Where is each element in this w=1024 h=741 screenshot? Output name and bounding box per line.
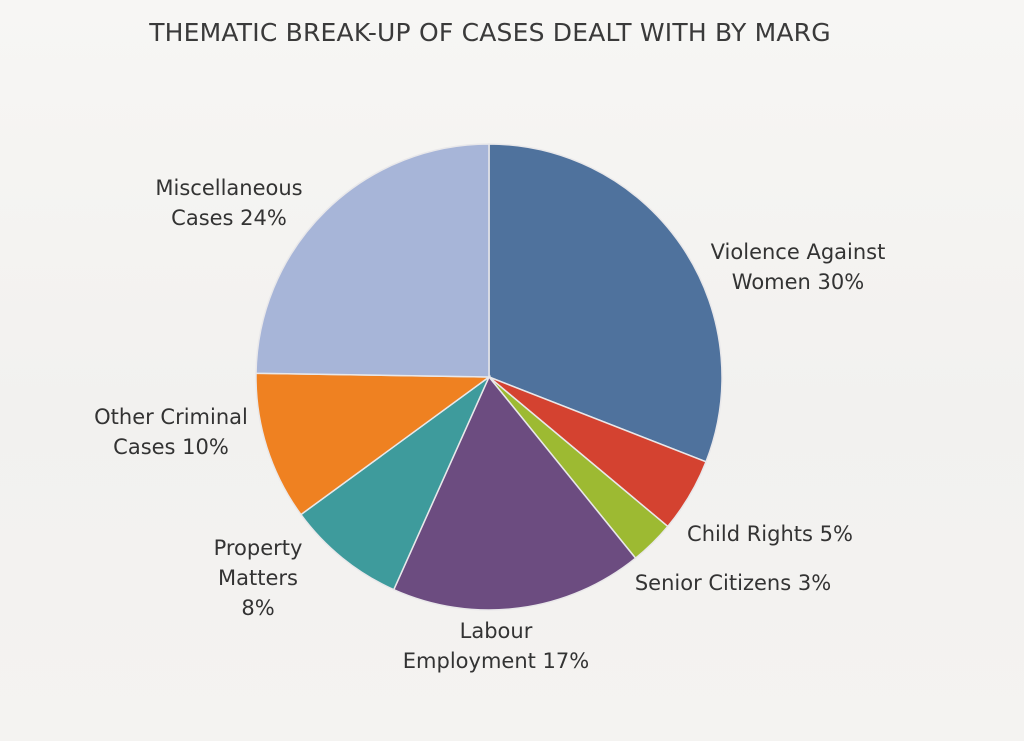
slice-label-line: Women 30%: [732, 270, 864, 294]
slice-label-line: Property: [214, 536, 303, 560]
slice-label-5: Other Criminal Cases 10%: [94, 405, 248, 459]
slice-label-line: Child Rights 5%: [687, 522, 853, 546]
slice-label-line: Cases 24%: [171, 206, 287, 230]
chart-title: THEMATIC BREAK-UP OF CASES DEALT WITH BY…: [149, 18, 831, 47]
slice-label-line: Violence Against: [711, 240, 886, 264]
slice-label-line: Senior Citizens 3%: [635, 571, 831, 595]
slice-label-line: Labour: [460, 619, 533, 643]
slice-label-line: 8%: [241, 596, 274, 620]
pie-slices: [255, 143, 723, 611]
slice-label-line: Other Criminal: [94, 405, 248, 429]
slice-label-line: Miscellaneous: [155, 176, 302, 200]
slice-label-line: Matters: [218, 566, 298, 590]
slice-label-4: Property Matters 8%: [214, 536, 303, 620]
slice-label-1: Child Rights 5%: [687, 522, 853, 546]
pie-slice-3: [392, 375, 637, 611]
slice-label-line: Employment 17%: [403, 649, 589, 673]
slice-label-line: Cases 10%: [113, 435, 229, 459]
pie-slice-6: [255, 143, 490, 378]
pie-slice-0: [488, 143, 723, 463]
pie-labels: Violence Against Women 30% Child Rights 5%…: [94, 176, 885, 673]
slice-label-0: Violence Against Women 30%: [711, 240, 886, 294]
slice-label-2: Senior Citizens 3%: [635, 571, 831, 595]
slice-label-6: Miscellaneous Cases 24%: [155, 176, 302, 230]
pie-slice-4: [299, 374, 491, 591]
pie-slice-5: [255, 372, 492, 516]
slice-label-3: Labour Employment 17%: [403, 619, 589, 673]
